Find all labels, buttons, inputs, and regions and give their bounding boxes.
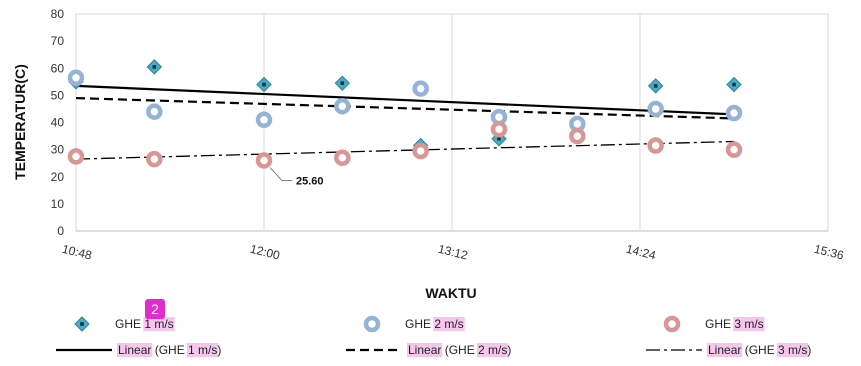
legend-text-part: ): [507, 343, 511, 357]
legend-marker: [663, 315, 681, 333]
data-point: [334, 149, 351, 167]
legend-text-part: GHE: [705, 317, 734, 331]
highlight-mark: [477, 343, 509, 357]
annotation-label: 25.60: [296, 176, 324, 188]
legend-label: GHE 1 m/s: [115, 317, 174, 331]
legend-label: Linear (GHE 3 m/s): [708, 343, 811, 357]
legend-item: GHE 3 m/s: [663, 315, 765, 333]
legend-marker: [363, 315, 381, 333]
x-axis-title: WAKTU: [425, 285, 476, 301]
x-tick-label: 13:12: [437, 242, 470, 263]
legend-text-part: (GHE: [741, 343, 778, 357]
y-tick-label: 50: [51, 88, 65, 102]
legend-text-highlight: 3 m/s: [778, 343, 807, 357]
legend-item: Linear (GHE 3 m/s): [646, 343, 811, 357]
legend-text-highlight: 2 m/s: [478, 343, 507, 357]
legend-text-highlight: Linear: [118, 343, 151, 357]
highlight-mark: [117, 343, 153, 357]
legend-text-highlight: 1 m/s: [188, 343, 217, 357]
y-tick-label: 30: [51, 143, 65, 157]
x-tick-labels: 10:48 12:00 13:12 14:24 15:36: [61, 242, 846, 263]
data-point: [725, 141, 743, 158]
legend-label: GHE 3 m/s: [705, 317, 764, 331]
y-tick-label: 40: [51, 116, 65, 130]
data-points: [67, 59, 743, 169]
legend-text-highlight: 1 m/s: [144, 317, 173, 331]
data-point: [725, 104, 743, 122]
legend-item: GHE 2 m/s: [363, 315, 465, 333]
annotations: 25.60: [269, 167, 324, 188]
legend-text-part: GHE: [405, 317, 434, 331]
legend-text-part: (GHE: [441, 343, 478, 357]
y-axis-title: TEMPERATUR(C): [12, 64, 28, 180]
data-point: [256, 76, 272, 93]
data-point: [255, 152, 273, 169]
data-point: [647, 137, 664, 154]
x-tick-label: 15:36: [813, 242, 846, 263]
legend-text-highlight: Linear: [408, 343, 441, 357]
data-point: [412, 142, 429, 160]
step-badge: 2: [145, 299, 165, 319]
y-tick-label: 80: [51, 7, 65, 21]
data-point: [146, 103, 163, 120]
y-tick-label: 70: [51, 34, 65, 48]
legend-marker: [74, 316, 90, 332]
legend-text-part: ): [217, 343, 221, 357]
data-point: [334, 75, 351, 91]
data-point: [67, 148, 85, 165]
legend-text-part: (GHE: [151, 343, 188, 357]
legend-text-highlight: 2 m/s: [434, 317, 463, 331]
trendline: [75, 96, 735, 120]
trendlines: [75, 84, 735, 160]
legend-text-part: GHE: [115, 317, 144, 331]
highlight-mark: [733, 317, 765, 331]
data-point: [647, 100, 664, 118]
highlight-mark: [187, 343, 219, 357]
legend-item: Linear (GHE 1 m/s): [56, 343, 221, 357]
legend-text-highlight: 3 m/s: [734, 317, 763, 331]
legend-label: Linear (GHE 2 m/s): [408, 343, 511, 357]
data-point: [334, 97, 351, 115]
data-point: [647, 78, 664, 94]
legend-text-part: ): [807, 343, 811, 357]
data-point: [146, 150, 163, 168]
highlight-mark: [143, 317, 175, 331]
x-tick-label: 14:24: [625, 242, 658, 263]
trendline: [75, 84, 735, 116]
data-point: [726, 76, 742, 93]
highlight-mark: [407, 343, 443, 357]
data-point: [255, 111, 273, 129]
legend-label: Linear (GHE 1 m/s): [118, 343, 221, 357]
highlight-mark: [777, 343, 809, 357]
x-tick-label: 10:48: [61, 242, 94, 263]
data-point: [490, 121, 508, 138]
legend-item: GHE 1 m/s: [74, 316, 175, 332]
data-point: [67, 69, 85, 86]
x-tick-label: 12:00: [249, 242, 282, 263]
data-point: [569, 127, 586, 145]
y-tick-label: 0: [57, 224, 64, 238]
highlight-mark: [433, 317, 465, 331]
y-tick-label: 20: [51, 170, 65, 184]
y-tick-label: 60: [51, 61, 65, 75]
data-point: [146, 59, 163, 75]
y-tick-label: 10: [51, 197, 65, 211]
annotation-leader: [269, 167, 292, 182]
legend-text-highlight: Linear: [708, 343, 741, 357]
legend-label: GHE 2 m/s: [405, 317, 464, 331]
y-tick-labels: 0 10 20 30 40 50 60 70 80: [51, 7, 65, 238]
legend-item: Linear (GHE 2 m/s): [346, 343, 511, 357]
trendline: [75, 140, 735, 160]
data-point: [412, 80, 429, 97]
highlight-mark: [707, 343, 743, 357]
